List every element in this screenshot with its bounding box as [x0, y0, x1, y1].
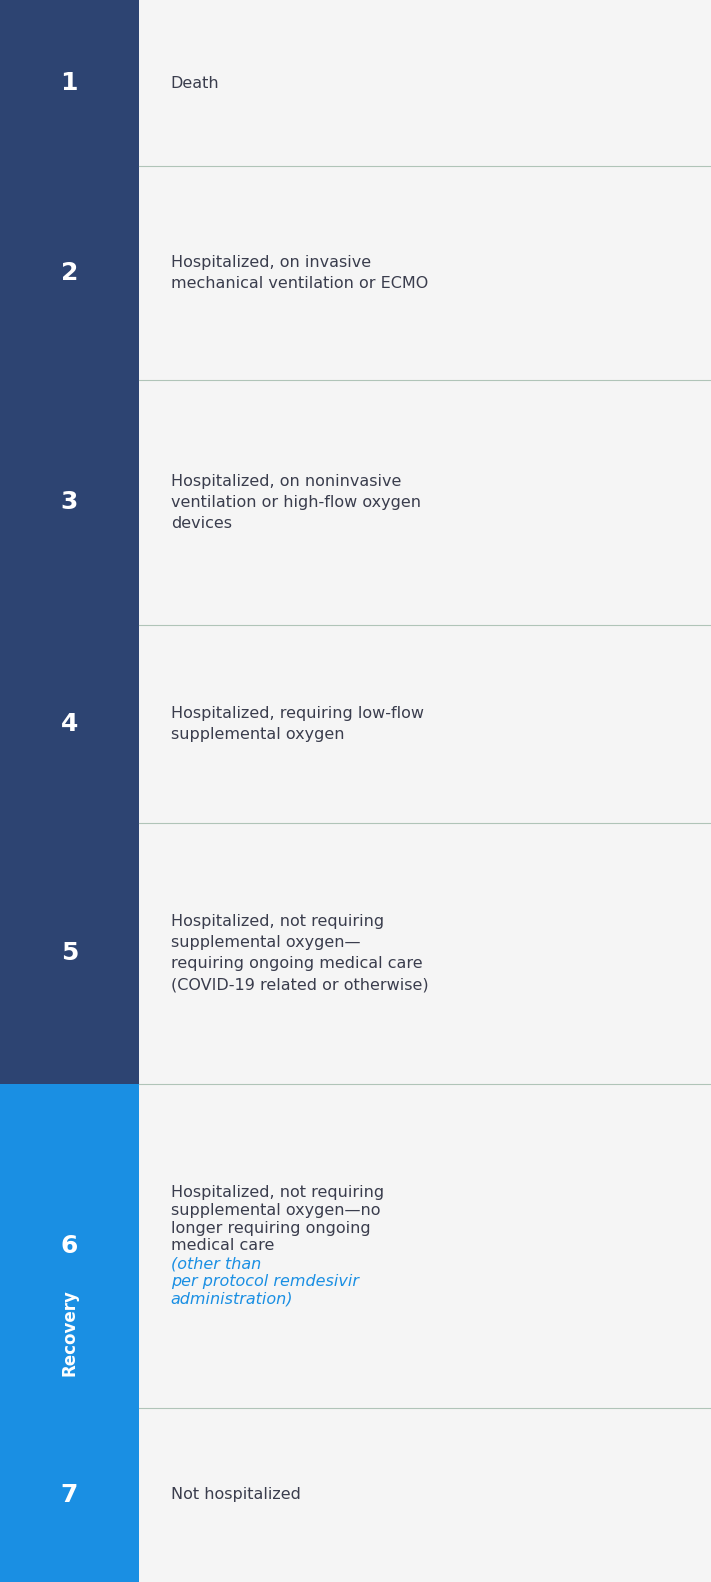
Bar	[0, 1084, 139, 1408]
Text: per protocol remdesivir: per protocol remdesivir	[171, 1274, 358, 1289]
Text: 3: 3	[60, 490, 78, 514]
Text: Hospitalized, not requiring
supplemental oxygen—
requiring ongoing medical care
: Hospitalized, not requiring supplemental…	[171, 914, 428, 992]
Text: 6: 6	[60, 1234, 78, 1258]
Bar	[139, 1084, 711, 1408]
Bar	[0, 166, 139, 380]
Text: 4: 4	[60, 712, 78, 736]
Text: Hospitalized, on noninvasive
ventilation or high-flow oxygen
devices: Hospitalized, on noninvasive ventilation…	[171, 473, 421, 532]
Text: Death: Death	[171, 76, 219, 90]
Text: 2: 2	[60, 261, 78, 285]
Bar	[139, 0, 711, 166]
Bar	[139, 1408, 711, 1582]
Text: administration): administration)	[171, 1292, 293, 1307]
Bar	[139, 380, 711, 625]
Bar	[0, 1408, 139, 1582]
Bar	[139, 625, 711, 823]
Text: longer requiring ongoing: longer requiring ongoing	[171, 1220, 370, 1236]
Text: Hospitalized, not requiring: Hospitalized, not requiring	[171, 1185, 384, 1199]
Bar	[0, 823, 139, 1084]
Text: Recovery: Recovery	[60, 1289, 78, 1376]
Bar	[0, 0, 139, 166]
Text: (other than: (other than	[171, 1256, 261, 1272]
Bar	[139, 166, 711, 380]
Text: medical care: medical care	[171, 1239, 279, 1253]
Text: Hospitalized, on invasive
mechanical ventilation or ECMO: Hospitalized, on invasive mechanical ven…	[171, 255, 428, 291]
Bar	[0, 380, 139, 625]
Text: Hospitalized, requiring low-flow
supplemental oxygen: Hospitalized, requiring low-flow supplem…	[171, 706, 424, 742]
Bar	[139, 823, 711, 1084]
Text: 7: 7	[60, 1482, 78, 1508]
Text: 1: 1	[60, 71, 78, 95]
Text: 5: 5	[60, 941, 78, 965]
Text: Not hospitalized: Not hospitalized	[171, 1487, 301, 1503]
Text: supplemental oxygen—no: supplemental oxygen—no	[171, 1202, 380, 1218]
Bar	[0, 625, 139, 823]
